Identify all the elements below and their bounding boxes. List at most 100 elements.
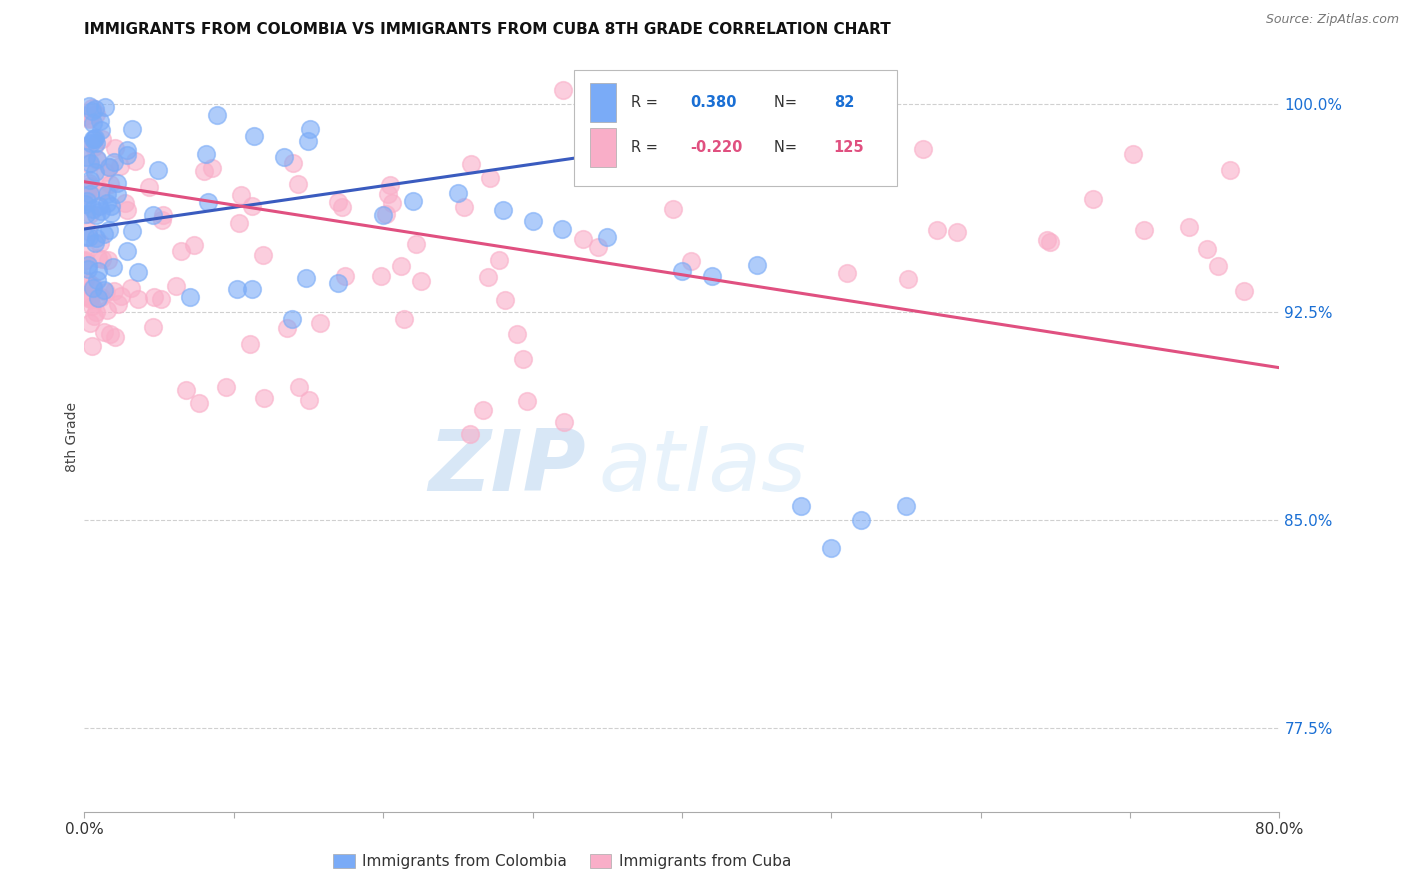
Point (488, 252, 510, 267)
Point (105, 186, 128, 201)
FancyBboxPatch shape (574, 70, 897, 186)
Point (77, 224, 100, 238)
Point (75, 273, 97, 287)
Point (146, 163, 169, 178)
Point (326, 194, 349, 209)
Point (83, 310, 105, 324)
Point (479, 170, 502, 185)
Point (662, 202, 685, 216)
Point (1177, 219, 1199, 234)
Point (77, 98, 100, 112)
Point (90, 203, 112, 218)
Point (96, 302, 118, 317)
Text: 82: 82 (834, 95, 853, 110)
Point (77, 276, 100, 290)
Point (91, 252, 114, 267)
Point (1219, 162, 1241, 177)
Point (927, 223, 949, 237)
Point (77, 258, 100, 272)
Point (104, 330, 127, 344)
Point (110, 289, 132, 303)
Point (117, 202, 139, 217)
Point (103, 154, 125, 169)
Point (86, 264, 108, 278)
Point (380, 178, 402, 192)
Point (252, 248, 274, 262)
Point (447, 186, 470, 200)
Point (84, 136, 107, 151)
Point (371, 208, 394, 222)
Point (150, 213, 173, 227)
Point (79, 111, 101, 125)
Point (170, 244, 193, 259)
Point (308, 317, 330, 331)
Point (281, 311, 304, 326)
Point (82, 116, 104, 130)
Point (83, 132, 105, 146)
Point (89, 114, 111, 128)
Point (790, 500, 813, 514)
Point (83, 140, 105, 154)
Point (84, 131, 107, 145)
Point (453, 200, 475, 214)
Point (124, 154, 146, 169)
Point (700, 269, 723, 284)
Point (98, 222, 121, 236)
Point (460, 157, 482, 171)
Point (103, 260, 125, 274)
Point (679, 253, 702, 268)
Point (835, 266, 858, 280)
Point (276, 321, 298, 335)
Point (239, 337, 262, 351)
Point (79, 186, 101, 201)
Point (82, 103, 104, 118)
Point (197, 194, 219, 209)
Point (82, 132, 104, 146)
Point (80, 136, 103, 150)
Point (79, 178, 101, 193)
Point (551, 222, 574, 236)
Point (86, 209, 108, 223)
Text: atlas: atlas (599, 425, 806, 508)
Point (73, 140, 96, 154)
Point (1122, 146, 1144, 161)
Point (79, 291, 101, 305)
Point (193, 163, 215, 178)
Point (820, 541, 842, 555)
Point (93, 227, 115, 241)
Point (90, 290, 112, 304)
Point (76, 289, 98, 303)
Point (80, 101, 103, 115)
Point (89, 235, 111, 250)
Point (370, 268, 392, 283)
Point (298, 122, 321, 136)
Point (405, 237, 427, 252)
Point (127, 292, 149, 306)
Point (215, 380, 238, 394)
Point (516, 393, 538, 408)
Point (86, 273, 108, 287)
Point (121, 223, 143, 237)
Point (553, 416, 575, 430)
Point (492, 202, 515, 217)
Point (522, 213, 544, 227)
Text: IMMIGRANTS FROM COLOMBIA VS IMMIGRANTS FROM CUBA 8TH GRADE CORRELATION CHART: IMMIGRANTS FROM COLOMBIA VS IMMIGRANTS F… (84, 22, 891, 37)
Point (75, 229, 97, 244)
Point (77, 229, 100, 244)
Point (494, 293, 516, 307)
Point (96, 186, 118, 201)
Point (187, 396, 209, 410)
Point (551, 83, 574, 97)
Point (79, 156, 101, 170)
Point (588, 240, 610, 254)
Point (87, 291, 110, 305)
Point (1133, 222, 1156, 236)
Point (86, 153, 108, 167)
Point (273, 150, 295, 164)
Point (1206, 259, 1229, 273)
Point (394, 312, 416, 326)
Point (253, 391, 276, 405)
Point (77, 156, 100, 170)
Point (97, 160, 120, 174)
Point (409, 274, 432, 288)
